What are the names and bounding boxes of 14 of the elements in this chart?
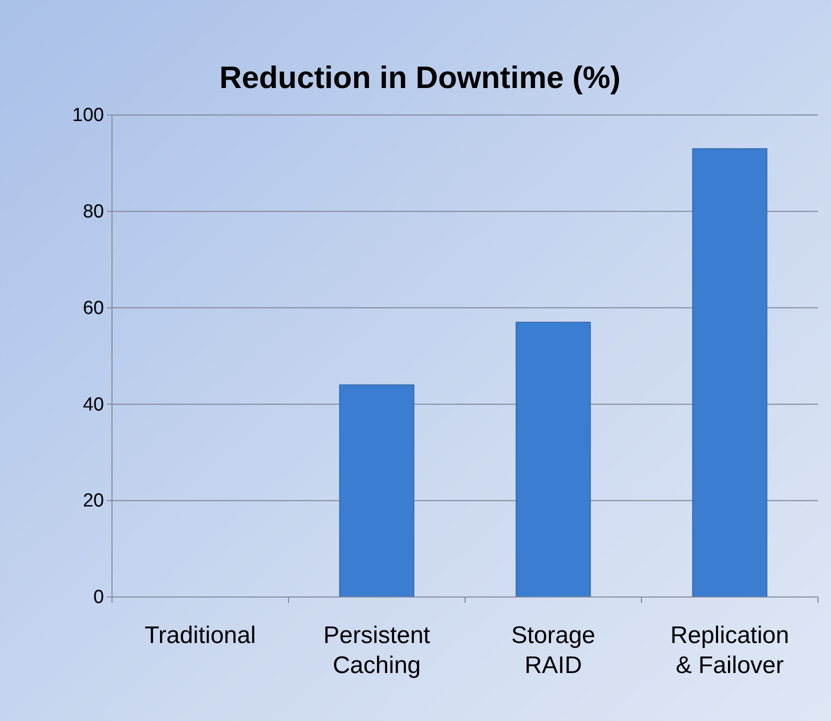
chart-title: Reduction in Downtime (%) [219,60,621,95]
y-tick-label: 100 [72,105,104,126]
bar [339,384,414,598]
x-tick-label: Persistent Caching [323,622,430,679]
bar [692,148,768,598]
x-tick-label: Storage RAID [511,622,596,679]
x-tick-label: Traditional [144,622,256,649]
x-tick-label: Replication & Failover [670,622,790,679]
bar [516,322,591,598]
y-tick-label: 0 [93,587,104,608]
y-tick-label: 20 [82,490,104,512]
y-tick-label: 40 [82,394,104,416]
y-tick-label: 80 [82,201,104,222]
y-tick-label: 60 [82,298,104,319]
